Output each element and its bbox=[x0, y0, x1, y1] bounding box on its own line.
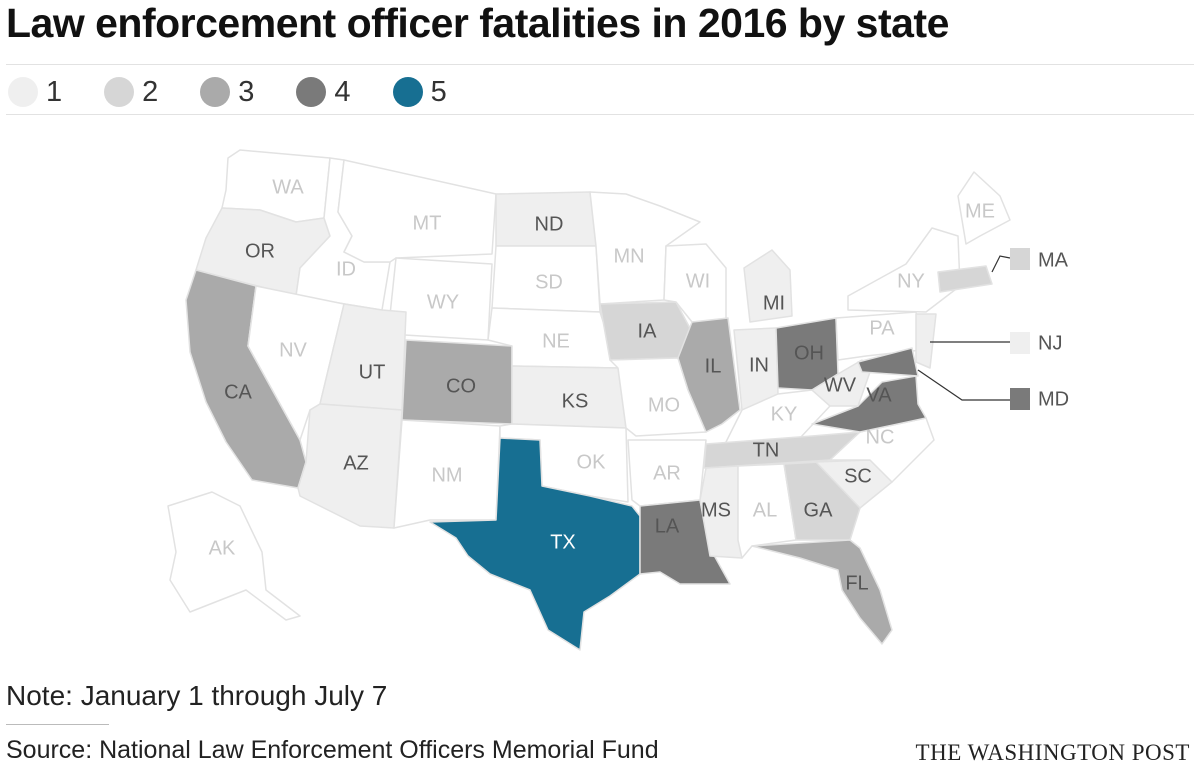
state-label-co: CO bbox=[446, 375, 476, 397]
legend-label: 2 bbox=[142, 75, 159, 108]
state-label-mt: MT bbox=[413, 212, 442, 234]
state-label-ar: AR bbox=[653, 462, 681, 484]
state-label-or: OR bbox=[245, 240, 275, 262]
title-divider bbox=[6, 64, 1194, 65]
note-divider bbox=[6, 724, 109, 725]
state-label-la: LA bbox=[655, 515, 680, 537]
state-shape-ak bbox=[167, 491, 301, 621]
source: Source: National Law Enforcement Officer… bbox=[6, 736, 659, 764]
state-shape-ny bbox=[847, 227, 961, 313]
legend-label: 3 bbox=[238, 75, 255, 108]
state-label-ks: KS bbox=[562, 390, 589, 412]
state-label-mn: MN bbox=[613, 245, 644, 267]
state-label-az: AZ bbox=[343, 452, 369, 474]
state-shape-nm bbox=[393, 419, 501, 529]
legend-swatch bbox=[8, 77, 38, 107]
state-label-tx: TX bbox=[550, 531, 576, 553]
state-label-pa: PA bbox=[869, 317, 895, 339]
state-shape-il bbox=[677, 317, 741, 433]
legend-label: 5 bbox=[430, 75, 447, 108]
state-label-md: MD bbox=[1038, 388, 1069, 410]
state-shapes bbox=[167, 149, 1011, 651]
legend-item: 4 bbox=[296, 75, 351, 109]
state-label-il: IL bbox=[705, 355, 722, 377]
state-shape-mt bbox=[337, 159, 497, 263]
state-label-sc: SC bbox=[844, 465, 872, 487]
state-label-nv: NV bbox=[279, 339, 307, 361]
credit: THE WASHINGTON POST bbox=[915, 740, 1190, 765]
callout-line-ma bbox=[991, 255, 1011, 273]
legend: 1 2 3 4 5 bbox=[8, 74, 489, 110]
state-label-va: VA bbox=[866, 384, 892, 406]
state-shape-md bbox=[857, 347, 919, 377]
state-label-ga: GA bbox=[804, 499, 834, 521]
legend-item: 3 bbox=[200, 76, 254, 109]
state-label-wa: WA bbox=[272, 176, 304, 198]
state-label-ny: NY bbox=[897, 270, 925, 292]
legend-item: 1 bbox=[8, 76, 62, 109]
legend-swatch bbox=[296, 77, 327, 107]
state-label-ok: OK bbox=[577, 451, 607, 473]
state-label-oh: OH bbox=[794, 342, 824, 364]
state-shape-nj bbox=[915, 313, 937, 369]
callout-swatch-md bbox=[1010, 388, 1030, 410]
state-label-mo: MO bbox=[648, 394, 680, 416]
state-label-nd: ND bbox=[535, 213, 564, 235]
state-shape-ut bbox=[319, 303, 407, 411]
state-shape-ma bbox=[937, 265, 993, 293]
legend-item: 2 bbox=[104, 76, 158, 109]
legend-swatch bbox=[200, 77, 231, 107]
callout-swatch-nj bbox=[1010, 332, 1030, 354]
state-label-sd: SD bbox=[535, 271, 563, 293]
state-label-me: ME bbox=[965, 200, 995, 222]
us-state-map: WA OR CA ID NV MT WY UT AZ CO NM ND SD NE KS OK TX MN IA MO… bbox=[167, 149, 1069, 651]
state-label-ca: CA bbox=[224, 381, 252, 403]
state-label-ut: UT bbox=[359, 361, 386, 383]
legend-item: 5 bbox=[392, 75, 447, 109]
state-label-ia: IA bbox=[638, 320, 658, 342]
state-label-ms: MS bbox=[701, 499, 731, 521]
state-label-in: IN bbox=[749, 354, 769, 376]
state-label-al: AL bbox=[753, 499, 777, 521]
callout-leaders bbox=[917, 248, 1030, 410]
callout-line-md bbox=[917, 369, 1010, 401]
state-shape-va bbox=[811, 375, 927, 433]
state-shape-mi bbox=[743, 249, 793, 323]
legend-swatch bbox=[392, 77, 423, 107]
state-label-ma: MA bbox=[1038, 249, 1069, 271]
state-label-nm: NM bbox=[431, 464, 462, 486]
state-shape-fl bbox=[751, 539, 893, 645]
state-labels: WA OR CA ID NV MT WY UT AZ CO NM ND SD NE KS OK TX MN IA MO… bbox=[209, 176, 1069, 594]
state-label-wy: WY bbox=[427, 291, 459, 313]
state-label-nc: NC bbox=[866, 426, 895, 448]
state-label-fl: FL bbox=[845, 572, 868, 594]
state-label-ne: NE bbox=[542, 330, 570, 352]
state-label-wv: WV bbox=[824, 374, 857, 396]
chart-title: Law enforcement officer fatalities in 20… bbox=[6, 0, 949, 46]
state-label-wi: WI bbox=[686, 270, 710, 292]
state-shape-ga bbox=[783, 461, 861, 541]
state-label-ak: AK bbox=[209, 537, 236, 559]
state-label-ky: KY bbox=[771, 403, 798, 425]
note: Note: January 1 through July 7 bbox=[6, 680, 388, 711]
state-shape-me bbox=[957, 171, 1011, 245]
legend-label: 1 bbox=[46, 75, 63, 108]
legend-swatch bbox=[104, 77, 135, 107]
callout-swatch-ma bbox=[1010, 248, 1030, 270]
legend-divider bbox=[6, 114, 1194, 115]
legend-label: 4 bbox=[334, 75, 351, 108]
state-label-tn: TN bbox=[753, 439, 780, 461]
state-label-id: ID bbox=[336, 258, 356, 280]
state-label-nj: NJ bbox=[1038, 332, 1062, 354]
state-label-mi: MI bbox=[763, 292, 785, 314]
state-shape-tx bbox=[429, 437, 641, 651]
